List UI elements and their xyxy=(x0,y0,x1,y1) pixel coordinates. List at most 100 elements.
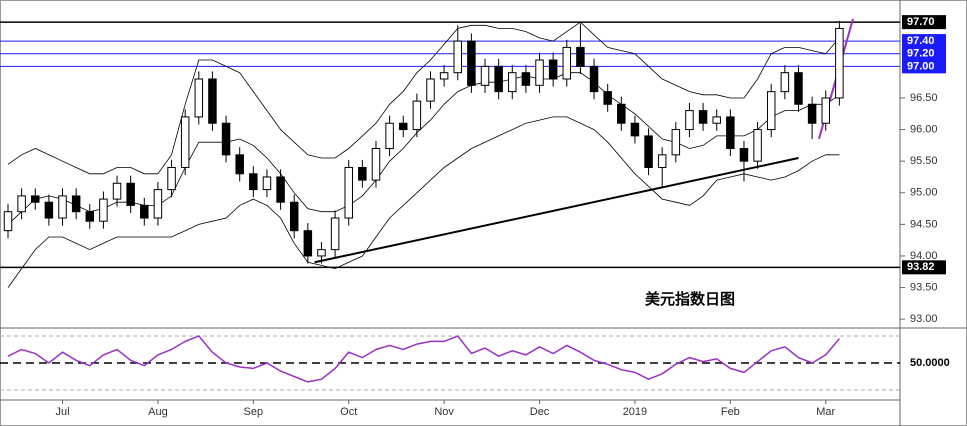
level-label: 97.70 xyxy=(907,16,935,28)
candle xyxy=(221,115,231,163)
level-label: 93.82 xyxy=(907,261,935,273)
x-tick-label: Feb xyxy=(721,406,740,418)
candle-body xyxy=(126,182,135,206)
candle-body xyxy=(344,166,353,219)
candle-body xyxy=(276,176,285,203)
candle xyxy=(167,159,176,198)
x-tick-label: 2019 xyxy=(623,406,647,418)
candle-body xyxy=(371,148,381,181)
candle-body xyxy=(467,40,476,86)
level-box xyxy=(902,34,946,49)
candle-body xyxy=(289,201,299,232)
bollinger-upper xyxy=(7,21,840,175)
candle xyxy=(71,188,81,220)
x-tick-label: Nov xyxy=(434,406,454,418)
candle-body xyxy=(167,166,176,191)
candle-body xyxy=(398,122,408,131)
candle-body xyxy=(576,46,585,67)
candle xyxy=(766,84,776,138)
candle xyxy=(276,169,285,210)
candle xyxy=(371,140,381,188)
candle-body xyxy=(508,72,517,93)
candle xyxy=(589,58,599,100)
candle xyxy=(698,103,708,131)
candle-body xyxy=(480,65,490,86)
candle-body xyxy=(71,195,81,213)
y-tick-label: 93.50 xyxy=(910,281,938,293)
x-tick-label: Mar xyxy=(816,406,835,418)
candle-body xyxy=(194,78,204,118)
candle-body xyxy=(44,201,54,219)
candle xyxy=(289,194,299,239)
candle-body xyxy=(835,27,844,99)
rsi-line xyxy=(7,335,840,383)
candle-body xyxy=(794,72,803,105)
rsi-tick-label: 50.0000 xyxy=(910,357,950,369)
candle xyxy=(412,93,422,138)
candle-body xyxy=(521,72,531,86)
candle xyxy=(398,115,408,138)
candle xyxy=(508,65,517,100)
candle-body xyxy=(58,195,67,219)
candle xyxy=(44,194,54,226)
x-tick-label: Oct xyxy=(340,406,357,418)
candle-body xyxy=(426,78,435,102)
candle-body xyxy=(780,72,790,93)
candle xyxy=(644,128,653,176)
x-tick-label: Sep xyxy=(244,406,264,418)
level-label: 97.40 xyxy=(907,35,935,47)
candle xyxy=(739,140,749,182)
candle xyxy=(85,204,95,229)
y-tick-label: 96.50 xyxy=(910,92,938,104)
candle-body xyxy=(753,129,762,162)
candle xyxy=(208,71,217,131)
candle xyxy=(453,25,463,81)
candle-body xyxy=(698,110,708,124)
candle-body xyxy=(303,230,313,257)
candle xyxy=(521,65,531,93)
candle-body xyxy=(262,176,272,191)
candle-body xyxy=(821,97,830,124)
candle xyxy=(780,65,790,100)
candle xyxy=(685,103,694,138)
bollinger-lower xyxy=(7,116,840,288)
candle-body xyxy=(807,103,817,124)
candle-body xyxy=(494,65,503,93)
y-tick-label: 93.00 xyxy=(910,313,938,325)
level-label: 97.20 xyxy=(907,48,935,60)
candle xyxy=(262,169,272,198)
candle xyxy=(330,210,340,258)
candle xyxy=(126,175,135,213)
candle xyxy=(153,182,163,226)
candle xyxy=(576,23,585,74)
x-tick-label: Dec xyxy=(530,406,550,418)
candle-body xyxy=(712,116,721,124)
candle-body xyxy=(439,72,449,80)
candle-body xyxy=(644,135,653,168)
candle xyxy=(726,109,735,157)
candle xyxy=(58,188,67,226)
candle-body xyxy=(153,189,163,219)
candle-body xyxy=(726,116,735,150)
candle xyxy=(31,188,40,210)
candle-body xyxy=(235,154,244,175)
candle xyxy=(753,121,762,169)
level-box xyxy=(902,260,946,275)
candle xyxy=(630,115,640,144)
candle xyxy=(617,96,626,131)
trendline xyxy=(314,157,799,264)
level-box xyxy=(902,59,946,74)
candle-body xyxy=(208,78,217,124)
candle xyxy=(480,58,490,93)
annotation: 美元指数日图 xyxy=(645,290,735,308)
candle-body xyxy=(180,116,190,168)
candle-body xyxy=(17,195,26,213)
candle xyxy=(439,65,449,87)
candle-body xyxy=(617,103,626,124)
candle-body xyxy=(671,129,681,156)
candle xyxy=(344,159,353,226)
level-box xyxy=(902,46,946,61)
x-tick-label: Jul xyxy=(55,406,69,418)
y-tick-label: 94.00 xyxy=(910,250,938,262)
candle-body xyxy=(221,122,231,156)
